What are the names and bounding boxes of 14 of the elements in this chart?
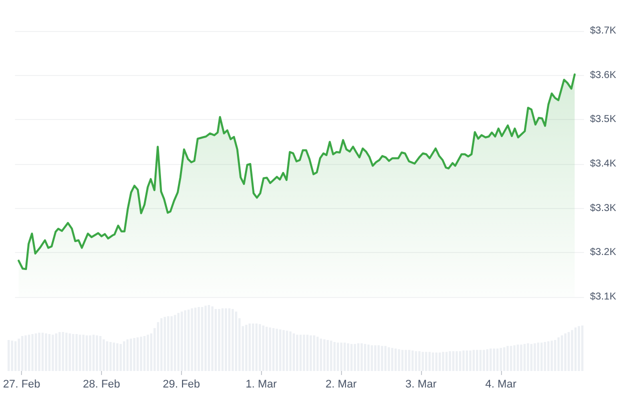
y-tick-label: $3.4K bbox=[590, 158, 616, 170]
x-tick-label: 3. Mar bbox=[405, 378, 437, 390]
y-tick-label: $3.2K bbox=[590, 247, 616, 258]
x-tick-label: 28. Feb bbox=[82, 378, 120, 390]
x-tick-label: 27. Feb bbox=[2, 378, 40, 390]
y-tick-label: $3.1K bbox=[590, 292, 616, 302]
x-tick-label: 4. Mar bbox=[485, 378, 517, 390]
y-tick-label: $3.6K bbox=[590, 70, 616, 81]
x-tick-label: 29. Feb bbox=[162, 378, 200, 390]
x-tick-label: 2. Mar bbox=[326, 378, 358, 390]
y-tick-label: $3.3K bbox=[590, 202, 616, 214]
y-tick-label: $3.5K bbox=[590, 114, 616, 126]
x-tick-label: 1. Mar bbox=[246, 378, 278, 390]
y-tick-label: $3.7K bbox=[590, 26, 616, 36]
